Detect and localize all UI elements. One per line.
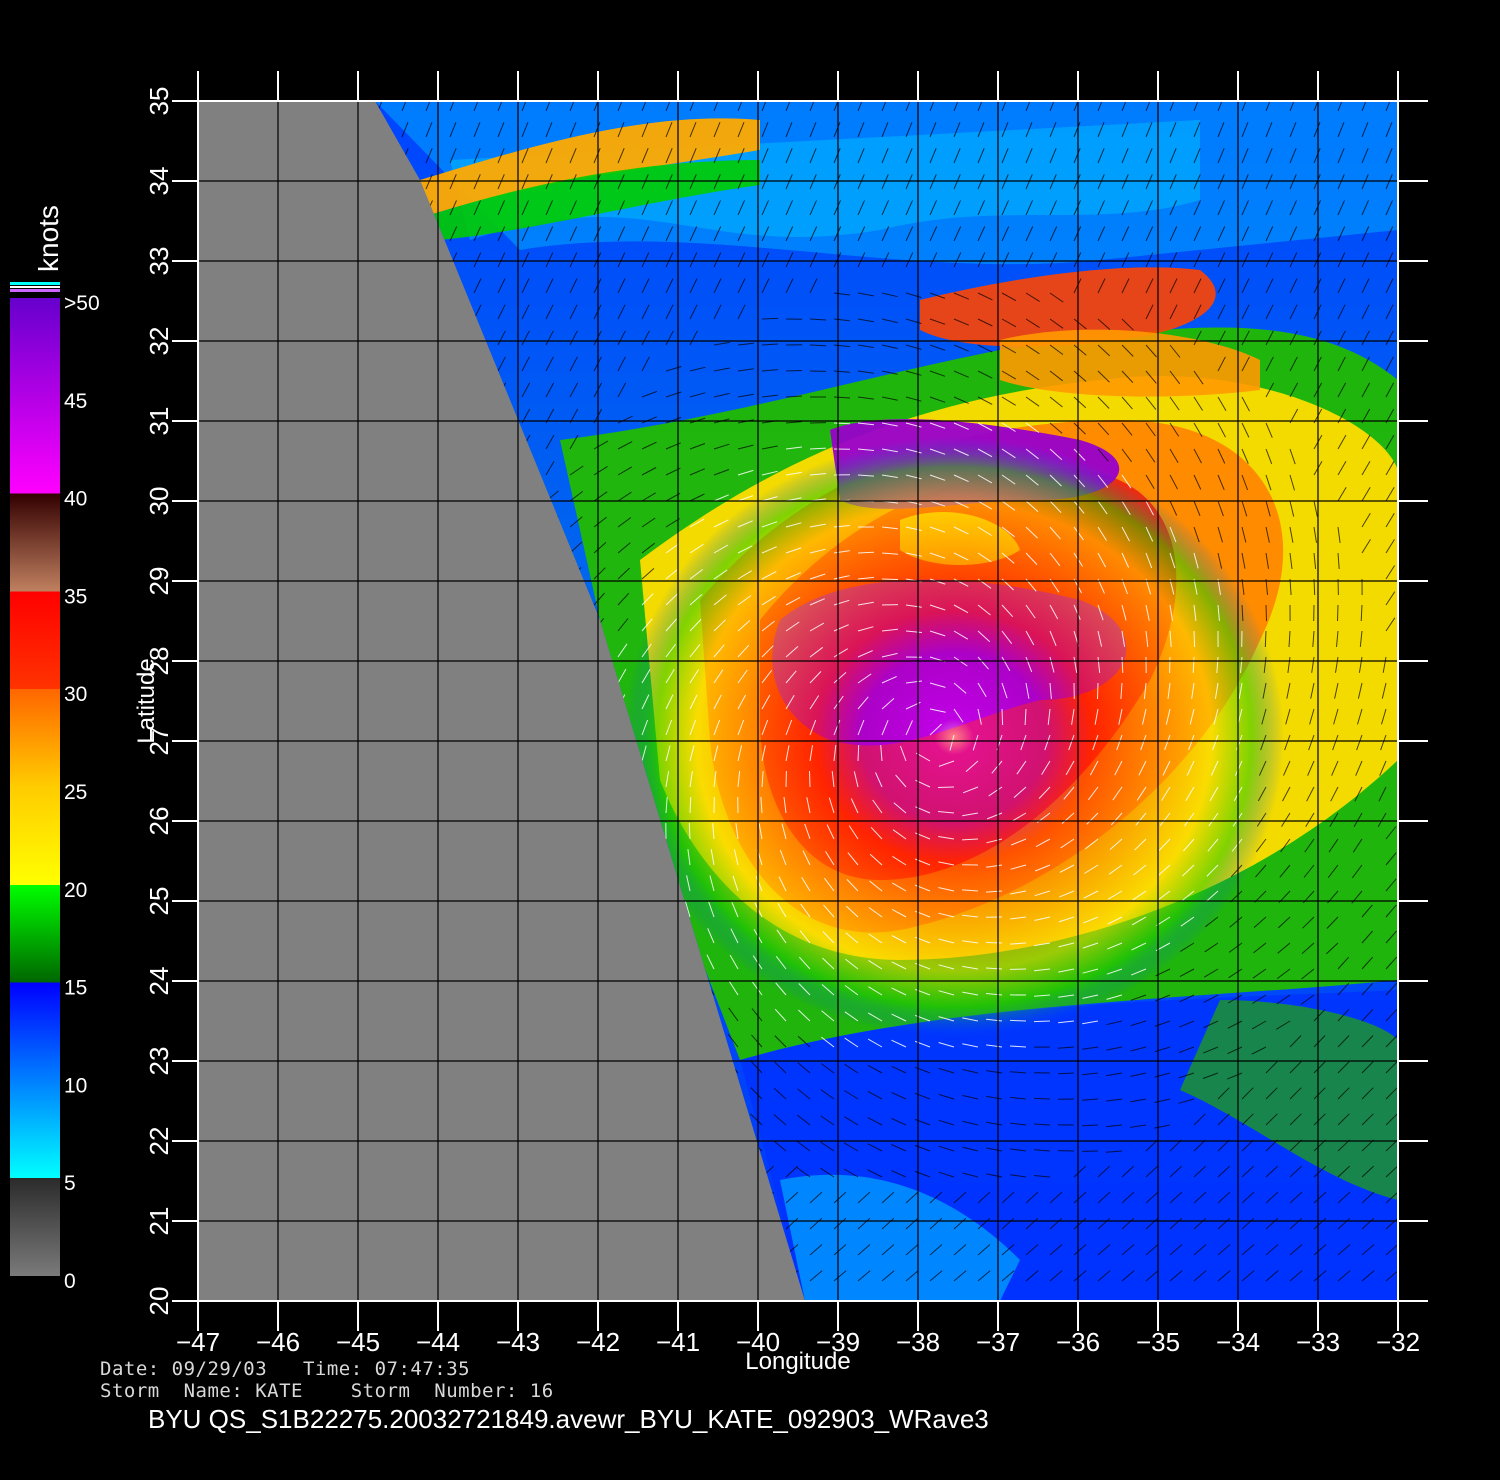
lon-tick-label: −43 xyxy=(496,1327,540,1357)
colorbar-labels: >50 45 40 35 30 25 20 15 10 5 0 xyxy=(64,292,100,1293)
lat-tick-label: 29 xyxy=(144,567,174,596)
lon-tick-label: −46 xyxy=(256,1327,300,1357)
wind-band xyxy=(780,1174,1020,1301)
lat-tick-label: 30 xyxy=(144,487,174,516)
colorbar-ramp xyxy=(10,298,60,1276)
lat-lon-grid xyxy=(198,101,1398,1301)
colorbar-tick-label: 20 xyxy=(64,879,87,902)
lat-tick-label: 24 xyxy=(144,967,174,996)
colorbar-top-marker-white xyxy=(10,286,60,288)
lat-tick-label: 23 xyxy=(144,1047,174,1076)
colorbar-tick-label: 0 xyxy=(64,1270,76,1293)
lon-tick-label: −34 xyxy=(1216,1327,1260,1357)
wind-swath xyxy=(375,101,1398,1301)
lat-tick-label: 33 xyxy=(144,247,174,276)
lon-tick-label: −39 xyxy=(816,1327,860,1357)
wind-band xyxy=(920,267,1216,347)
axis-ticks xyxy=(172,71,1428,1331)
colorbar-tick-label: >50 xyxy=(64,292,100,315)
lon-tick-label: −40 xyxy=(736,1327,780,1357)
lat-tick-label: 35 xyxy=(144,87,174,116)
wind-band xyxy=(1000,329,1260,397)
colorbar-tick-label: 25 xyxy=(64,781,87,804)
wind-band xyxy=(420,118,760,215)
colorbar-tick-label: 5 xyxy=(64,1172,76,1195)
colorbar-tick-label: 15 xyxy=(64,977,87,1000)
product-title: BYU QS_S1B22275.20032721849.avewr_BYU_KA… xyxy=(148,1404,989,1434)
lat-tick-label: 28 xyxy=(144,647,174,676)
wind-vectors-light xyxy=(617,422,1243,1048)
lon-tick-label: −42 xyxy=(576,1327,620,1357)
colorbar-unit-label: knots xyxy=(33,205,64,272)
lat-tick-label: 26 xyxy=(144,807,174,836)
lon-tick-label: −41 xyxy=(656,1327,700,1357)
colorbar-top-marker-violet xyxy=(10,289,60,292)
longitude-tick-labels: −47 −46 −45 −44 −43 −42 −41 −40 −39 −38 −37 −36 −35 −… xyxy=(176,1327,1420,1357)
lon-tick-label: −47 xyxy=(176,1327,220,1357)
date-time-line: Date: 09/29/03 Time: 07:47:35 xyxy=(100,1358,471,1380)
colorbar-tick-label: 45 xyxy=(64,390,87,413)
lon-tick-label: −35 xyxy=(1136,1327,1180,1357)
colorbar-tick-label: 40 xyxy=(64,488,87,511)
lat-tick-label: 20 xyxy=(144,1287,174,1316)
lat-tick-label: 27 xyxy=(144,727,174,756)
lat-tick-label: 31 xyxy=(144,407,174,436)
plot-frame xyxy=(197,100,1399,1302)
latitude-tick-labels: 20 21 22 23 24 25 26 27 28 29 30 31 32 33 34 35 xyxy=(144,87,174,1316)
lon-tick-label: −37 xyxy=(976,1327,1020,1357)
lon-tick-label: −32 xyxy=(1376,1327,1420,1357)
map-plot: −47 −46 −45 −44 −43 −42 −41 −40 −39 −38 −37 −36 −35 −… xyxy=(133,71,1428,1375)
storm-info-line: Storm Name: KATE Storm Number: 16 xyxy=(100,1380,554,1402)
lon-tick-label: −44 xyxy=(416,1327,460,1357)
lat-tick-label: 32 xyxy=(144,327,174,356)
x-axis-label: Longitude xyxy=(745,1348,850,1375)
colorbar-tick-label: 35 xyxy=(64,585,87,608)
colorbar-tick-label: 10 xyxy=(64,1074,87,1097)
lon-tick-label: −36 xyxy=(1056,1327,1100,1357)
colorbar-tick-label: 30 xyxy=(64,683,87,706)
lon-tick-label: −33 xyxy=(1296,1327,1340,1357)
lat-tick-label: 34 xyxy=(144,167,174,196)
colorbar-top-marker-cyan xyxy=(10,282,60,285)
lat-tick-label: 25 xyxy=(144,887,174,916)
colorbar: knots >50 45 40 35 30 25 20 15 10 5 0 xyxy=(10,205,100,1293)
lon-tick-label: −45 xyxy=(336,1327,380,1357)
lon-tick-label: −38 xyxy=(896,1327,940,1357)
lat-tick-label: 21 xyxy=(144,1207,174,1236)
y-axis-label: Latitude xyxy=(133,658,160,743)
lat-tick-label: 22 xyxy=(144,1127,174,1156)
